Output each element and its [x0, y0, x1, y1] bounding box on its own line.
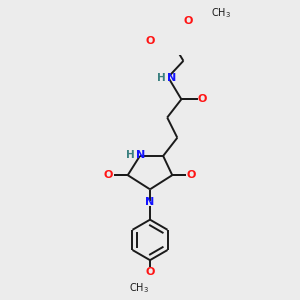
Text: O: O — [145, 267, 155, 277]
Text: N: N — [136, 150, 146, 160]
Text: O: O — [187, 170, 196, 180]
Text: O: O — [145, 36, 155, 46]
Text: H: H — [157, 73, 166, 83]
Text: O: O — [184, 16, 193, 26]
Text: N: N — [167, 73, 176, 83]
Text: O: O — [104, 170, 113, 180]
Text: CH$_3$: CH$_3$ — [129, 282, 149, 296]
Text: N: N — [146, 197, 154, 208]
Text: CH$_3$: CH$_3$ — [211, 6, 231, 20]
Text: H: H — [126, 150, 135, 160]
Text: O: O — [198, 94, 207, 104]
